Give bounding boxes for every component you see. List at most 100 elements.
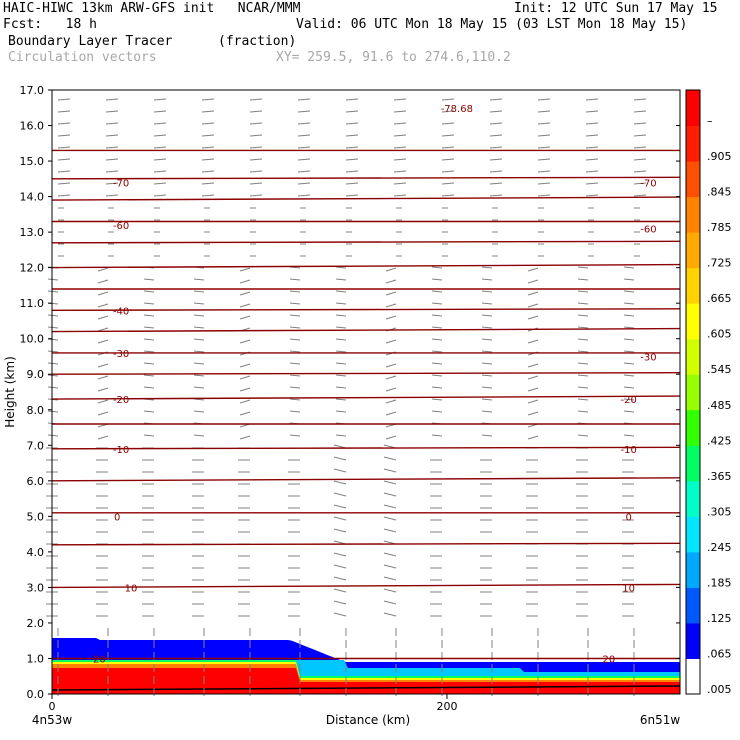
vector-arrow <box>431 350 443 353</box>
temperature-contours: -78.68 -70 -70 -60 -60 -40 -30 -30 -20 -20 -10 -10 0… <box>51 104 681 665</box>
vector-arrow <box>333 468 347 473</box>
vector-arrow <box>105 194 119 197</box>
temperature-contour <box>51 176 681 180</box>
vector-arrow <box>297 98 311 101</box>
vector-arrow <box>527 267 539 272</box>
vector-arrow <box>335 290 347 293</box>
vector-arrow <box>289 326 301 329</box>
vector-arrow <box>383 516 397 521</box>
colorbar-swatch <box>686 516 700 553</box>
y-tick-label: 16.0 <box>20 120 45 133</box>
vector-arrow <box>289 374 301 377</box>
vector-arrow <box>335 338 347 341</box>
vector-arrow <box>193 434 205 437</box>
vector-arrow <box>537 182 551 185</box>
vector-arrow <box>383 480 397 485</box>
model-title: HAIC-HIWC 13km ARW-GFS init NCAR/MMM <box>3 1 301 16</box>
y-tick-label: 7.0 <box>27 439 45 452</box>
y-tick-label: 12.0 <box>20 262 45 275</box>
vector-arrow <box>249 158 263 161</box>
vector-arrow <box>577 314 589 317</box>
vector-arrow <box>297 122 311 125</box>
contour-label: -20 <box>620 395 636 406</box>
vector-arrow <box>297 110 311 113</box>
vector-arrow <box>333 576 347 581</box>
y-tick-label: 6.0 <box>27 475 45 488</box>
vector-arrow <box>577 290 589 293</box>
vector-arrow <box>441 182 455 185</box>
vector-arrow <box>441 158 455 161</box>
vector-arrow <box>57 170 71 173</box>
vector-arrow <box>105 134 119 137</box>
vector-arrow <box>201 146 215 149</box>
colorbar-label: .725 <box>707 257 732 270</box>
colorbar-swatch <box>686 303 700 340</box>
colorbar-frame <box>685 89 701 695</box>
vector-arrow <box>385 399 397 404</box>
vector-arrow <box>441 134 455 137</box>
vector-arrow <box>383 588 397 593</box>
colorbar-label: .305 <box>707 505 732 518</box>
x-tick-label: 0 <box>49 700 56 713</box>
vector-arrow <box>249 182 263 185</box>
vector-arrow <box>577 386 589 389</box>
vector-arrow <box>153 194 167 197</box>
vector-arrow <box>239 279 251 284</box>
vector-arrow <box>537 194 551 197</box>
temperature-contour <box>51 327 681 333</box>
vector-arrow <box>527 279 539 284</box>
vector-arrow <box>47 290 59 293</box>
vector-arrow <box>383 552 397 557</box>
vector-arrow <box>335 398 347 401</box>
vector-arrow <box>289 410 301 413</box>
y-tick-label: 0.0 <box>27 688 45 701</box>
colorbar-swatch <box>686 409 700 446</box>
colorbar-swatch <box>686 374 700 411</box>
vector-arrow <box>393 170 407 173</box>
vector-arrow <box>57 122 71 125</box>
vector-arrow <box>289 278 301 281</box>
vector-arrow <box>201 158 215 161</box>
vector-arrow <box>527 387 539 392</box>
vector-arrow <box>289 266 301 269</box>
colorbar-swatch <box>686 551 700 588</box>
vector-arrow <box>143 314 155 317</box>
vector-arrow <box>333 492 347 497</box>
x-axis-label: Distance (km) <box>326 713 410 727</box>
vector-arrow <box>481 386 493 389</box>
vector-arrow <box>577 326 589 329</box>
vector-arrow <box>97 339 109 344</box>
vector-arrow <box>345 122 359 125</box>
vector-arrow <box>385 435 397 440</box>
vector-arrow <box>385 267 397 272</box>
vector-arrow <box>193 398 205 401</box>
vector-arrow <box>385 279 397 284</box>
vector-arrow <box>393 98 407 101</box>
y-tick-label: 13.0 <box>20 226 45 239</box>
contour-label: -30 <box>113 349 129 360</box>
vector-arrow <box>143 302 155 305</box>
vector-arrow <box>623 338 635 341</box>
colorbar-swatch <box>686 125 700 162</box>
vector-arrow <box>537 110 551 113</box>
vector-arrow <box>481 302 493 305</box>
colorbar-swatch <box>686 90 700 127</box>
vector-arrow <box>623 290 635 293</box>
temperature-contour <box>51 263 681 269</box>
vector-arrow <box>577 266 589 269</box>
vector-arrow <box>489 110 503 113</box>
colorbar-swatch <box>686 338 700 375</box>
vector-arrow <box>47 434 59 437</box>
vector-arrow <box>481 410 493 413</box>
colorbar-label: .365 <box>707 470 732 483</box>
vector-arrow <box>577 398 589 401</box>
vector-arrow <box>489 182 503 185</box>
vector-arrow <box>633 146 647 149</box>
vector-arrow <box>153 134 167 137</box>
vector-arrow <box>383 504 397 509</box>
vector-arrow <box>333 600 347 605</box>
vector-arrow <box>527 291 539 296</box>
vector-arrow <box>393 146 407 149</box>
vector-arrow <box>153 122 167 125</box>
y-tick-label: 11.0 <box>20 297 45 310</box>
